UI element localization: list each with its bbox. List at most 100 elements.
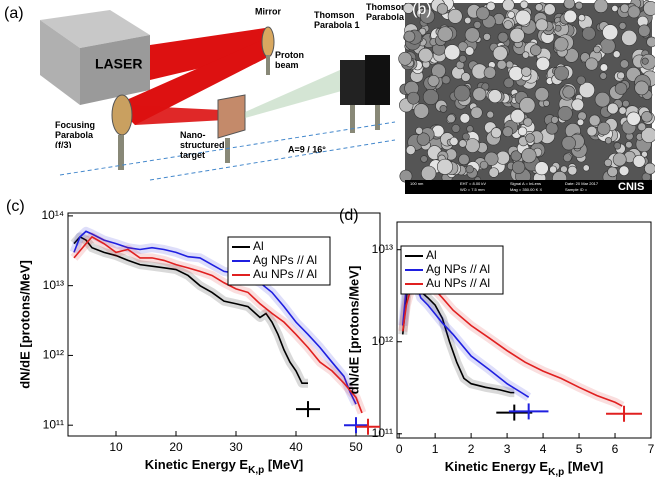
grain: [524, 118, 533, 127]
grain: [510, 28, 525, 43]
grain: [622, 30, 637, 45]
x-axis-label-part: Kinetic Energy E: [445, 459, 549, 474]
grain: [462, 133, 469, 140]
grain: [404, 31, 415, 42]
grain: [535, 162, 548, 175]
x-tick-label: 7: [648, 442, 655, 456]
grain: [619, 166, 629, 176]
label: Nano-structured target: [180, 130, 228, 160]
grain: [633, 155, 645, 167]
grain: [487, 111, 494, 118]
grain: [473, 88, 486, 101]
grain: [493, 46, 507, 60]
grain: [564, 10, 577, 23]
grain: [587, 126, 597, 136]
x-axis-label-part: [MeV]: [564, 459, 603, 474]
legend-label: Al: [253, 239, 264, 253]
x-axis-label-part: K,p: [248, 465, 264, 476]
grain: [506, 61, 513, 68]
grain: [564, 0, 575, 9]
y-tick-label: 10¹³: [43, 278, 64, 292]
grain: [595, 92, 610, 107]
label: LASER: [95, 56, 142, 72]
grain: [491, 128, 501, 138]
y-tick-label: 10¹³: [372, 242, 393, 256]
grain: [465, 28, 479, 42]
grain: [622, 100, 629, 107]
label: Proton beam: [275, 50, 315, 70]
footer-text: Sample ID =: [565, 187, 588, 192]
grain: [594, 0, 608, 13]
grain: [544, 4, 555, 15]
post: [375, 105, 380, 130]
grain: [448, 9, 462, 23]
grain: [543, 100, 549, 106]
y-axis-label: dN/dE [protons/MeV]: [346, 266, 361, 395]
grain: [583, 165, 589, 171]
parabola: [112, 95, 132, 135]
grain: [638, 123, 646, 131]
grain: [597, 122, 610, 135]
legend-label: Ag NPs // Al: [426, 262, 490, 276]
grain: [450, 137, 458, 145]
grain: [423, 89, 438, 104]
grain: [419, 48, 433, 62]
grain: [535, 4, 543, 12]
grain: [452, 124, 460, 132]
grain: [602, 25, 617, 40]
grain: [512, 161, 525, 174]
y-tick-label: 10¹²: [43, 348, 64, 362]
grain: [471, 107, 482, 118]
x-tick-label: 10: [109, 440, 123, 454]
x-tick-label: 30: [229, 440, 243, 454]
grain: [508, 11, 515, 18]
label: Thomson Parabola 1: [314, 10, 374, 30]
grain: [643, 1, 655, 15]
label: Mirror: [255, 6, 282, 16]
grain: [558, 106, 572, 120]
grain: [406, 146, 415, 155]
grain: [638, 25, 650, 37]
grain: [498, 32, 508, 42]
grain: [619, 22, 626, 29]
grain: [520, 1, 528, 9]
label: Focusing Parabola (f/3): [55, 120, 110, 148]
setup-diagram: (a) LASER Mirror Thomson Parabola 1 Thom…: [4, 2, 416, 180]
grain: [459, 154, 470, 165]
grain: [577, 119, 584, 126]
grain: [617, 72, 624, 79]
grain: [489, 168, 499, 178]
grain: [476, 7, 489, 20]
x-axis-label: Kinetic Energy EK,p [MeV]: [145, 457, 303, 475]
grain: [504, 78, 514, 88]
grain: [635, 81, 649, 95]
grain: [520, 97, 536, 113]
grain: [554, 66, 568, 80]
grain: [620, 60, 628, 68]
grain: [416, 127, 423, 134]
footer-text: 100 nm: [410, 181, 424, 186]
grain: [628, 6, 640, 18]
grain: [464, 17, 471, 24]
grain: [460, 113, 470, 123]
x-tick-label: 0: [396, 442, 403, 456]
y-axis-label: dN/dE [protons/MeV]: [17, 260, 32, 389]
grain: [577, 76, 586, 85]
grain: [600, 73, 607, 80]
grain: [614, 142, 621, 149]
x-tick-label: 2: [468, 442, 475, 456]
grain: [582, 27, 595, 40]
grain: [593, 46, 600, 53]
mirror: [262, 27, 274, 57]
grain: [551, 116, 558, 123]
grain: [568, 166, 577, 175]
grain: [522, 148, 537, 163]
grain: [437, 159, 452, 174]
grain: [627, 112, 641, 126]
legend-label: Au NPs // Al: [426, 276, 490, 290]
grain: [644, 163, 655, 174]
grain: [504, 21, 513, 30]
y-tick-label: 10¹¹: [43, 417, 64, 431]
panel-label: (a): [4, 5, 24, 22]
grain: [521, 67, 531, 77]
